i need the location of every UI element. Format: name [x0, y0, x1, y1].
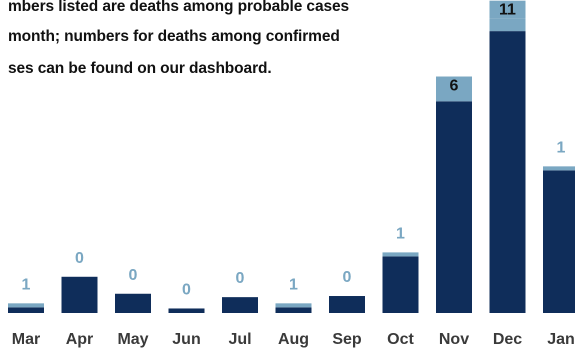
tick-label-nov: Nov — [439, 331, 469, 348]
tick-label-oct: Oct — [387, 331, 414, 348]
tick-label-aug: Aug — [278, 331, 309, 348]
tick-label-mar: Mar — [12, 331, 40, 348]
note-line-3: ses can be found on our dashboard. — [8, 60, 272, 77]
tick-label-may: May — [117, 331, 148, 348]
data-label-jul: 0 — [236, 270, 245, 287]
tick-label-jul: Jul — [228, 331, 251, 348]
bar-jan-probable — [543, 166, 575, 171]
data-label-sep: 0 — [343, 269, 352, 286]
bar-oct-confirmed — [382, 256, 419, 313]
tick-label-dec: Dec — [493, 331, 522, 348]
data-label-dec: 11 — [499, 2, 516, 19]
bar-jul-confirmed — [222, 297, 258, 313]
data-label-box-dec — [489, 0, 526, 19]
data-label-oct: 1 — [396, 225, 405, 242]
data-label-box-nov — [436, 76, 472, 95]
bar-mar-probable — [8, 303, 44, 308]
bar-may-confirmed — [115, 293, 151, 313]
note-line-1: mbers listed are deaths among probable c… — [8, 0, 350, 15]
tick-label-jun: Jun — [172, 331, 200, 348]
bar-oct-probable — [382, 252, 419, 257]
data-label-jan: 1 — [557, 139, 566, 156]
bar-mar-confirmed — [8, 307, 44, 313]
bar-nov-confirmed — [436, 101, 472, 314]
bar-nov-probable — [436, 94, 472, 102]
bar-aug-probable — [275, 303, 312, 308]
bar-dec-confirmed — [489, 31, 526, 313]
bar-dec-probable — [489, 18, 526, 32]
data-label-aug: 1 — [289, 276, 298, 293]
data-label-mar: 1 — [22, 276, 31, 293]
note-line-2: month; numbers for deaths among confirme… — [8, 28, 340, 45]
bar-sep-confirmed — [329, 296, 365, 313]
data-label-apr: 0 — [75, 250, 84, 267]
tick-label-apr: Apr — [66, 331, 94, 348]
bar-aug-confirmed — [275, 307, 312, 313]
data-label-nov: 6 — [450, 78, 459, 95]
tick-label-sep: Sep — [332, 331, 362, 348]
tick-label-jan: Jan — [547, 331, 575, 348]
bar-apr-confirmed — [61, 276, 98, 313]
bar-jan-confirmed — [543, 170, 575, 313]
bar-jun-confirmed — [168, 308, 205, 313]
data-label-jun: 0 — [182, 281, 191, 298]
data-label-may: 0 — [129, 267, 138, 284]
